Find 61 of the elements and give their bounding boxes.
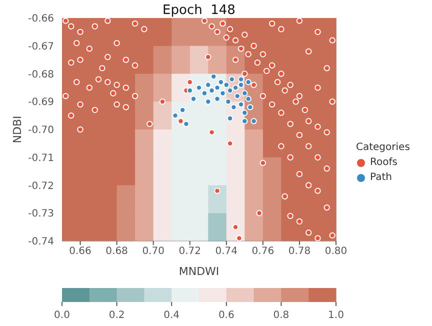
x-tick-label: 0.72 bbox=[178, 246, 201, 258]
color-bar-label: 0.2 bbox=[108, 310, 125, 321]
point bbox=[172, 112, 178, 119]
y-axis-title: NDBI bbox=[11, 116, 24, 144]
legend-title: Categories bbox=[356, 141, 410, 155]
x-tick-label: 0.78 bbox=[288, 246, 311, 258]
point bbox=[201, 90, 208, 96]
y-tick-label: -0.70 bbox=[28, 125, 54, 136]
point bbox=[238, 82, 244, 88]
point bbox=[226, 87, 234, 94]
x-tick-label: 0.80 bbox=[324, 246, 348, 258]
y-tick-label: -0.72 bbox=[28, 180, 54, 192]
y-tick-label: -0.69 bbox=[28, 97, 54, 108]
point bbox=[242, 90, 248, 96]
point bbox=[220, 90, 226, 96]
point bbox=[230, 104, 237, 110]
point bbox=[238, 76, 244, 82]
legend-label: Roofs bbox=[370, 156, 398, 170]
point bbox=[247, 104, 254, 110]
chart-title: Epoch 148 bbox=[162, 3, 236, 18]
point bbox=[214, 84, 220, 91]
y-tick-label: -0.67 bbox=[28, 41, 54, 52]
x-axis-title: MNDWI bbox=[178, 265, 220, 278]
y-tick-label: -0.71 bbox=[28, 152, 54, 164]
point bbox=[225, 98, 232, 105]
point bbox=[232, 84, 239, 91]
x-tick-label: 0.68 bbox=[106, 246, 128, 258]
point bbox=[234, 92, 240, 100]
point bbox=[245, 79, 252, 86]
point bbox=[242, 110, 248, 116]
color-bar-label: 0.0 bbox=[54, 310, 70, 321]
y-tick-label: -0.68 bbox=[28, 69, 54, 80]
point bbox=[205, 98, 212, 105]
y-tick-label: -0.66 bbox=[28, 14, 54, 25]
color-bar-label: 1.0 bbox=[328, 310, 344, 321]
point bbox=[245, 96, 252, 102]
point bbox=[226, 115, 234, 122]
color-bar-label: 0.4 bbox=[164, 310, 180, 321]
point bbox=[208, 87, 215, 94]
point bbox=[190, 96, 197, 102]
x-tick-label: 0.74 bbox=[215, 246, 238, 258]
point bbox=[214, 96, 220, 102]
point bbox=[205, 82, 212, 88]
point bbox=[242, 118, 248, 124]
y-tick-label: -0.73 bbox=[28, 208, 54, 220]
x-tick-label: 0.70 bbox=[142, 246, 164, 258]
color-bar-label: 0.6 bbox=[218, 310, 234, 321]
point bbox=[210, 73, 217, 80]
point bbox=[218, 79, 224, 86]
y-tick-label: -0.74 bbox=[28, 236, 54, 248]
point bbox=[179, 106, 186, 114]
color-bar-label: 0.8 bbox=[273, 310, 290, 321]
point bbox=[183, 120, 190, 128]
point bbox=[238, 101, 244, 108]
point bbox=[228, 76, 235, 82]
x-tick-label: 0.76 bbox=[252, 246, 274, 258]
point bbox=[250, 118, 257, 124]
x-tick-label: 0.66 bbox=[69, 246, 92, 258]
point bbox=[186, 87, 193, 94]
legend-label: Path bbox=[370, 171, 392, 185]
point bbox=[223, 82, 230, 88]
